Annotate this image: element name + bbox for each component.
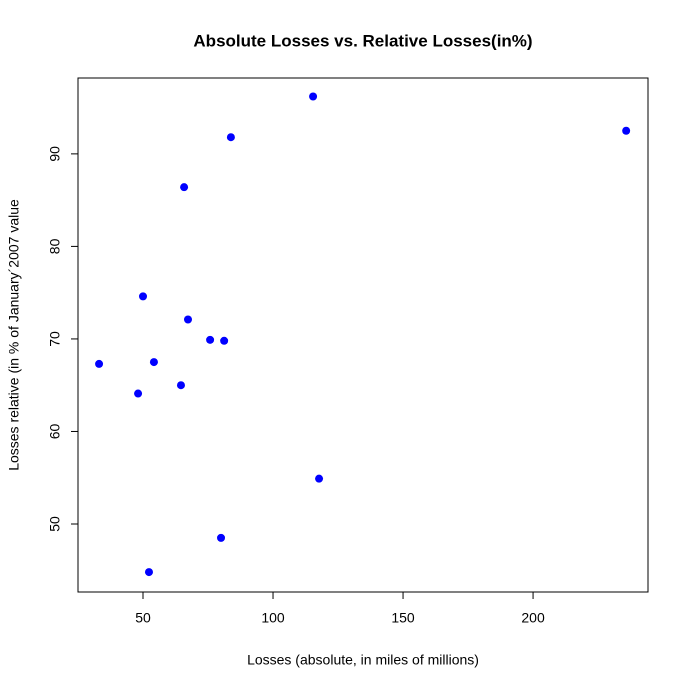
y-tick-label: 60 [47, 423, 63, 439]
x-tick-label: 50 [135, 610, 151, 626]
point [134, 389, 143, 398]
y-tick-label: 70 [47, 331, 63, 347]
point [180, 183, 189, 192]
point [309, 92, 318, 101]
point [149, 358, 158, 367]
x-tick-label: 150 [391, 610, 415, 626]
point [315, 474, 324, 483]
point [144, 568, 153, 577]
x-axis-label: Losses (absolute, in miles of millions) [247, 652, 479, 668]
point [176, 381, 185, 390]
point [183, 315, 192, 324]
point [95, 359, 104, 368]
point [139, 292, 148, 301]
point [206, 335, 215, 344]
y-tick-label: 80 [47, 238, 63, 254]
y-axis-label: Losses relative (in % of January´2007 va… [6, 199, 22, 471]
x-tick-label: 200 [521, 610, 545, 626]
x-tick-label: 100 [261, 610, 285, 626]
point [220, 336, 229, 345]
y-tick-label: 50 [47, 516, 63, 532]
chart-title: Absolute Losses vs. Relative Losses(in%) [193, 31, 532, 50]
point [217, 533, 226, 542]
y-tick-label: 90 [47, 146, 63, 162]
point [226, 133, 235, 142]
point [622, 126, 631, 135]
